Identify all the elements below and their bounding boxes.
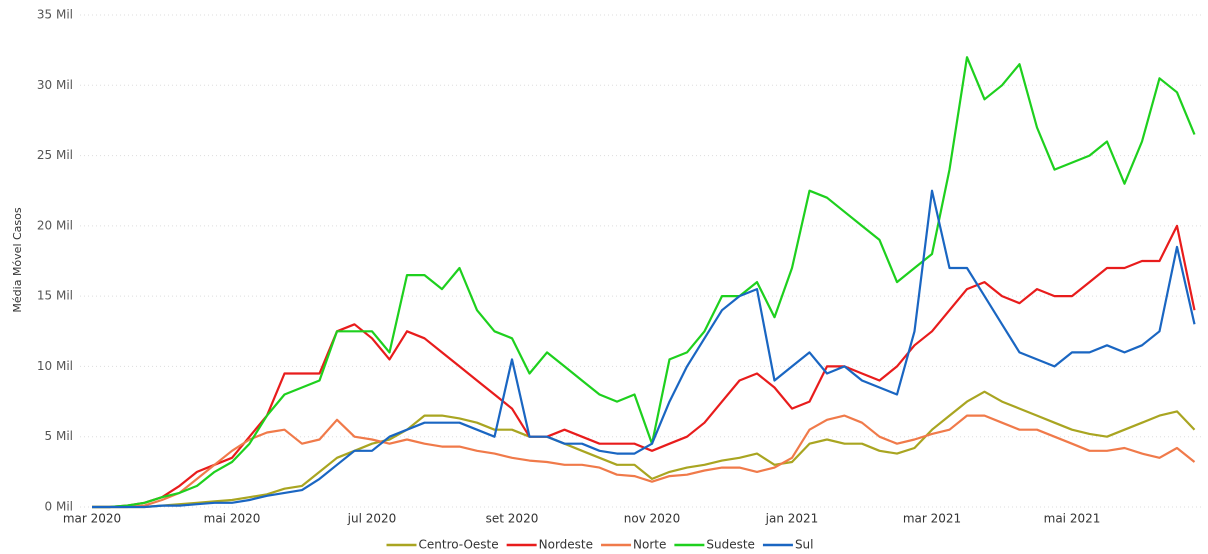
y-tick-label: 20 Mil — [37, 218, 73, 232]
legend-label: Nordeste — [539, 538, 593, 552]
series-line — [92, 189, 1196, 509]
x-tick-label: jan 2021 — [765, 512, 819, 526]
legend-label: Centro-Oeste — [419, 538, 499, 552]
series-line — [92, 414, 1196, 509]
x-tick-label: jul 2020 — [347, 512, 397, 526]
y-tick-label: 5 Mil — [45, 429, 73, 443]
y-tick-label: 15 Mil — [37, 289, 73, 303]
series-line — [92, 390, 1196, 509]
x-tick-label: mar 2020 — [63, 512, 121, 526]
y-tick-label: 25 Mil — [37, 148, 73, 162]
series-line — [92, 224, 1196, 509]
x-tick-label: set 2020 — [486, 512, 539, 526]
y-tick-label: 0 Mil — [45, 500, 73, 514]
y-tick-label: 10 Mil — [37, 359, 73, 373]
series-line — [92, 56, 1196, 509]
y-tick-label: 35 Mil — [37, 8, 73, 22]
legend-label: Sul — [795, 538, 814, 552]
y-axis-label: Média Móvel Casos — [11, 207, 24, 312]
x-tick-label: nov 2020 — [624, 512, 680, 526]
x-tick-label: mai 2021 — [1044, 512, 1101, 526]
legend-label: Sudeste — [706, 538, 755, 552]
x-tick-label: mar 2021 — [903, 512, 961, 526]
x-tick-label: mai 2020 — [204, 512, 261, 526]
y-tick-label: 30 Mil — [37, 78, 73, 92]
legend-label: Norte — [633, 538, 666, 552]
